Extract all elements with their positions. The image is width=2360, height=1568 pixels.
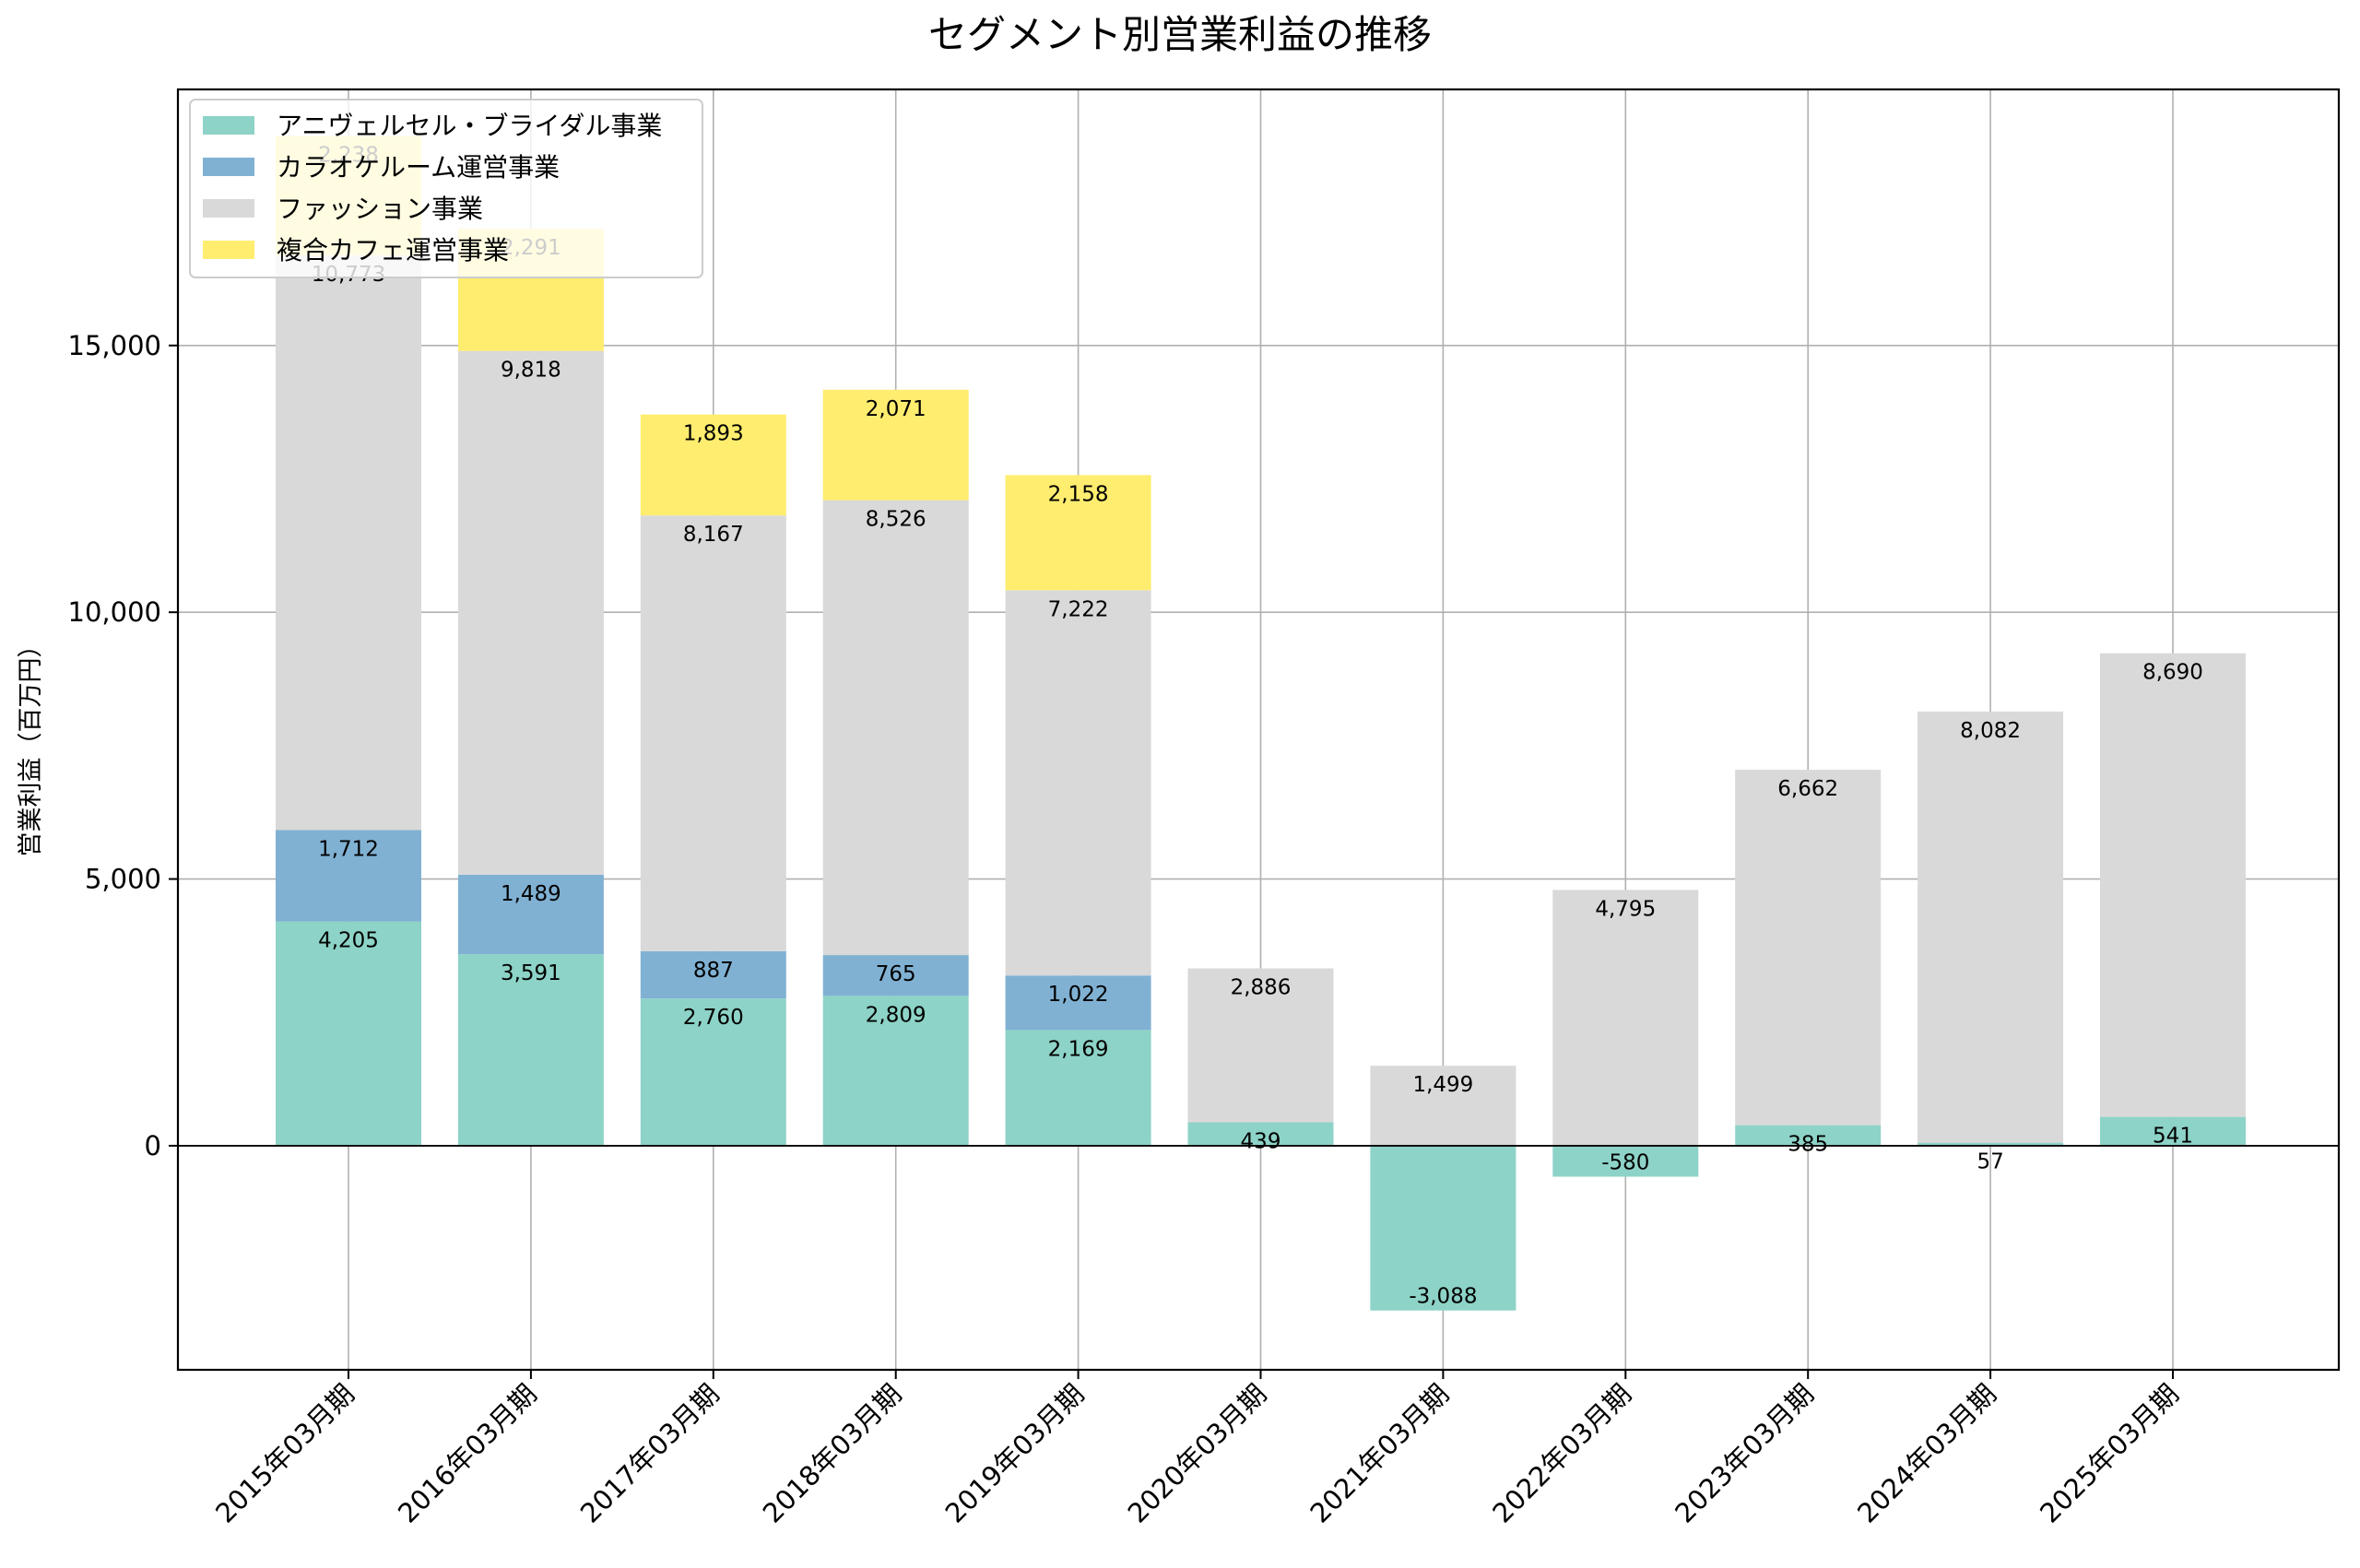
legend-label: 複合カフェ運営事業 [277, 235, 509, 265]
data-label: 887 [693, 959, 734, 983]
data-label: 439 [1241, 1130, 1281, 1154]
data-label: 1,489 [501, 882, 561, 906]
bar-segment [1735, 770, 1882, 1126]
plot-frame [176, 88, 2341, 1372]
data-label: 1,499 [1412, 1073, 1473, 1097]
legend-swatch [203, 199, 254, 218]
bar-segment [1735, 1125, 1882, 1146]
chart-title: セグメント別営業利益の推移 [928, 12, 1432, 57]
bar-segment [1187, 1122, 1334, 1146]
data-label: 1,022 [1048, 983, 1109, 1007]
data-label: 4,795 [1595, 897, 1656, 921]
bar-segment [640, 950, 786, 999]
data-label: 2,071 [866, 397, 926, 421]
data-label: 2,169 [1048, 1037, 1109, 1061]
legend-box [189, 99, 703, 278]
bars [276, 136, 2246, 1311]
y-tick-label: 10,000 [68, 596, 161, 628]
legend-label: アニヴェルセル・ブライダル事業 [277, 111, 662, 141]
bar-segment [1187, 968, 1334, 1123]
legend-swatch [203, 116, 254, 135]
bar-segment [822, 955, 969, 996]
data-label: 541 [2153, 1125, 2193, 1149]
data-label: 8,526 [866, 508, 926, 532]
data-label: 9,818 [501, 359, 561, 383]
data-label: 4,205 [318, 929, 379, 953]
bar-segment [457, 954, 604, 1146]
bar-segment [276, 830, 421, 922]
bar-segment [1370, 1066, 1516, 1146]
data-label: 3,591 [501, 961, 561, 985]
data-label: 8,082 [1960, 719, 2021, 743]
data-label: -3,088 [1409, 1285, 1477, 1309]
legend-swatch [203, 241, 254, 259]
data-label: 765 [876, 962, 916, 986]
data-label: 8,690 [2142, 661, 2203, 685]
bar-segment [1552, 890, 1699, 1146]
bar-segment [822, 996, 969, 1146]
bar-segment [1370, 1145, 1516, 1311]
data-label: 1,893 [683, 422, 744, 446]
bar-segment [1918, 1142, 2064, 1146]
legend-label: ファッション事業 [277, 194, 483, 224]
data-label: 1,712 [318, 837, 379, 861]
data-label: 2,760 [683, 1006, 744, 1030]
y-axis-label: 営業利益（百万円） [17, 633, 45, 857]
data-label: 2,886 [1231, 975, 1292, 999]
bar-segment [1552, 1145, 1699, 1177]
data-label: 7,222 [1048, 597, 1109, 621]
data-label: 8,167 [683, 523, 744, 547]
bar-segment [640, 515, 786, 951]
bar-segment [640, 414, 786, 516]
bar-segment [1005, 1030, 1151, 1146]
data-label: 2,809 [866, 1003, 926, 1027]
legend-swatch [203, 158, 254, 176]
data-label: 57 [1976, 1150, 2003, 1174]
bar-segment [1918, 711, 2064, 1143]
data-label: 385 [1788, 1133, 1828, 1157]
bar-segment [1005, 590, 1151, 976]
bar-segment [276, 254, 421, 831]
bar-segment [640, 998, 786, 1146]
y-tick-label: 0 [145, 1130, 161, 1161]
bar-segment [1005, 475, 1151, 591]
legend-label: カラオケルーム運営事業 [277, 152, 560, 183]
y-axis: 0 5,000 10,000 15,000 [68, 330, 178, 1161]
bar-segment [822, 500, 969, 956]
bar-segment [2100, 1116, 2246, 1146]
bar-segment [1005, 975, 1151, 1031]
bar-segment [2100, 653, 2246, 1117]
legend: アニヴェルセル・ブライダル事業カラオケルーム運営事業ファッション事業複合カフェ運… [189, 99, 703, 278]
data-label: 6,662 [1777, 777, 1838, 801]
data-label: -580 [1601, 1150, 1649, 1174]
y-tick-label: 5,000 [85, 864, 161, 895]
bar-segment [276, 921, 421, 1146]
bar-segment [822, 389, 969, 501]
bar-segment [457, 874, 604, 955]
bar-segment [457, 350, 604, 875]
data-label: 2,158 [1048, 482, 1109, 506]
y-tick-label: 15,000 [68, 330, 161, 361]
